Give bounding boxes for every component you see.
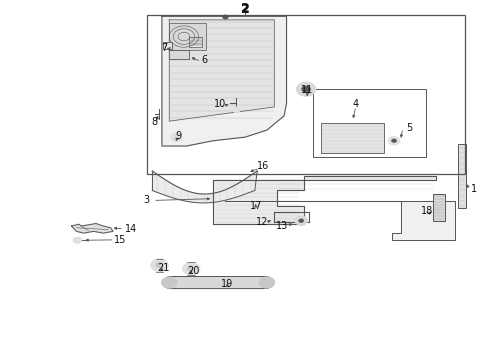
Polygon shape (152, 171, 257, 203)
Text: 2: 2 (241, 2, 249, 15)
Text: 8: 8 (151, 117, 157, 127)
Polygon shape (169, 20, 274, 121)
Text: 17: 17 (249, 201, 262, 211)
Text: 5: 5 (406, 123, 412, 133)
Bar (163, 41, 172, 49)
Circle shape (171, 133, 182, 141)
Circle shape (232, 107, 240, 113)
Bar (314, 89, 426, 157)
Circle shape (295, 216, 308, 225)
Circle shape (259, 277, 275, 288)
Text: 4: 4 (353, 99, 359, 109)
Text: 6: 6 (202, 55, 208, 65)
Text: 15: 15 (114, 235, 126, 245)
Text: 18: 18 (420, 206, 433, 216)
Bar (147, 14, 465, 175)
Text: 2: 2 (241, 3, 249, 16)
Circle shape (302, 86, 311, 93)
Bar (458, 144, 466, 208)
Bar (189, 37, 202, 46)
Circle shape (392, 139, 396, 143)
Bar (169, 23, 206, 50)
Text: 19: 19 (221, 279, 234, 289)
Text: 11: 11 (301, 85, 314, 95)
Circle shape (222, 15, 228, 19)
Circle shape (182, 262, 200, 275)
Circle shape (299, 219, 304, 222)
Text: 3: 3 (143, 195, 149, 206)
Text: 12: 12 (256, 217, 269, 227)
Polygon shape (72, 224, 113, 233)
Text: 7: 7 (161, 42, 168, 53)
Polygon shape (225, 201, 455, 240)
Circle shape (388, 136, 400, 145)
Circle shape (156, 262, 163, 268)
Text: 14: 14 (125, 224, 137, 234)
FancyBboxPatch shape (166, 276, 270, 289)
Circle shape (73, 237, 82, 243)
Circle shape (187, 266, 195, 271)
Text: 9: 9 (175, 131, 182, 141)
Text: 21: 21 (157, 262, 170, 273)
Circle shape (161, 277, 177, 288)
Bar (321, 123, 384, 153)
Bar (433, 194, 445, 221)
Polygon shape (162, 16, 287, 146)
Circle shape (151, 259, 168, 271)
Text: 20: 20 (187, 266, 199, 276)
Text: 16: 16 (257, 161, 270, 171)
Polygon shape (213, 176, 436, 224)
Text: 13: 13 (275, 221, 288, 231)
Bar (169, 50, 189, 59)
Circle shape (296, 82, 316, 96)
Text: 10: 10 (214, 99, 226, 109)
Text: 1: 1 (470, 184, 477, 194)
